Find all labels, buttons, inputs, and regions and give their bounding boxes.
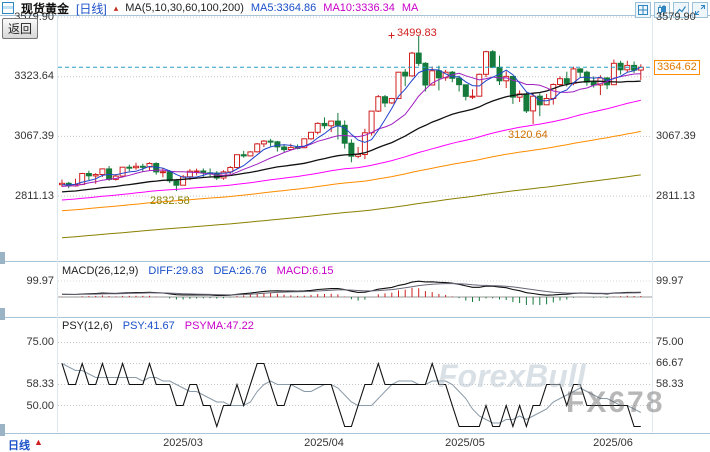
gridlines: [0, 15, 710, 433]
psyma-value: PSYMA:47.22: [184, 320, 254, 332]
macd-axis-label: 99.97: [656, 275, 684, 287]
macd-diff-value: DIFF:29.83: [148, 265, 204, 277]
high-annotation: 3499.83: [397, 27, 437, 39]
line-chart-icon[interactable]: [673, 2, 689, 18]
timeframe-label[interactable]: 日线: [8, 440, 30, 452]
y-axis-label: 3067.39: [14, 130, 54, 142]
feb-low-annotation: 2832.58: [150, 195, 190, 207]
psy-value: PSY:41.67: [122, 320, 175, 332]
x-axis-tick: 2025/05: [445, 437, 485, 449]
psy-axis-label: 58.33: [656, 378, 684, 390]
timeframe-dropdown-icon[interactable]: ▲: [34, 437, 43, 447]
macd-layer: [58, 280, 652, 305]
panel-resize-handle[interactable]: [0, 424, 5, 436]
overlays-layer: [58, 32, 652, 68]
psy-layer: [58, 342, 652, 429]
y-axis-label: 2811.13: [15, 190, 54, 202]
x-axis-tick: 2025/04: [304, 437, 344, 449]
psy-axis-label: 58.33: [26, 378, 54, 390]
last-price-badge: 3364.62: [654, 60, 700, 75]
x-axis-tick: 2025/06: [593, 437, 633, 449]
macd-header: MACD(26,12,9) DIFF:29.83 DEA:26.76 MACD:…: [62, 265, 334, 277]
y-axis-label: 2811.13: [656, 190, 695, 202]
panel-resize-handle[interactable]: [0, 252, 5, 264]
ma10-value: MA10:3336.34: [323, 2, 395, 14]
symbol-name: 现货黄金: [21, 1, 70, 16]
psy-axis-label: 75.00: [656, 336, 684, 348]
ma-marker-icon: ▴: [113, 2, 119, 13]
candlestick-icon[interactable]: [654, 2, 670, 18]
psy-axis-label: 50.00: [26, 400, 54, 412]
chart-header: 现货黄金 [日线] ▴ MA(5,10,30,60,100,200) MA5:3…: [2, 1, 419, 16]
psy-axis-label: 66.67: [656, 357, 684, 369]
ma-truncated: MA: [401, 2, 419, 14]
time-axis-bar: 日线 ▲ 2025/03 2025/04 2025/05 2025/06: [0, 433, 710, 452]
ma-group-label: MA(5,10,30,60,100,200): [125, 2, 244, 14]
macd-title: MACD(26,12,9): [62, 265, 139, 277]
psy-axis-label: 75.00: [26, 336, 54, 348]
y-axis-label: 3579.90: [656, 11, 696, 23]
macd-dea-value: DEA:26.76: [213, 265, 267, 277]
psy-title: PSY(12,6): [62, 320, 113, 332]
y-axis-label: 3067.39: [656, 130, 696, 142]
panel-resize-handle[interactable]: [0, 308, 5, 320]
ma-lines-layer: [61, 66, 642, 239]
y-axis-label: 3323.64: [14, 70, 54, 82]
expand-icon[interactable]: [692, 2, 708, 18]
macd-value: MACD:6.15: [276, 265, 334, 277]
grid-icon[interactable]: [635, 2, 651, 18]
symbol-icon: [2, 2, 14, 14]
period-label: [日线]: [76, 1, 107, 16]
back-button[interactable]: 返回: [2, 18, 39, 39]
psy-header: PSY(12,6) PSY:41.67 PSYMA:47.22: [62, 320, 254, 332]
may-low-annotation: 3120.64: [508, 129, 548, 141]
ma5-value: MA5:3364.86: [250, 2, 317, 14]
chart-toolbar: [635, 2, 708, 18]
x-axis-tick: 2025/03: [163, 437, 203, 449]
macd-axis-label: 99.97: [26, 275, 54, 287]
